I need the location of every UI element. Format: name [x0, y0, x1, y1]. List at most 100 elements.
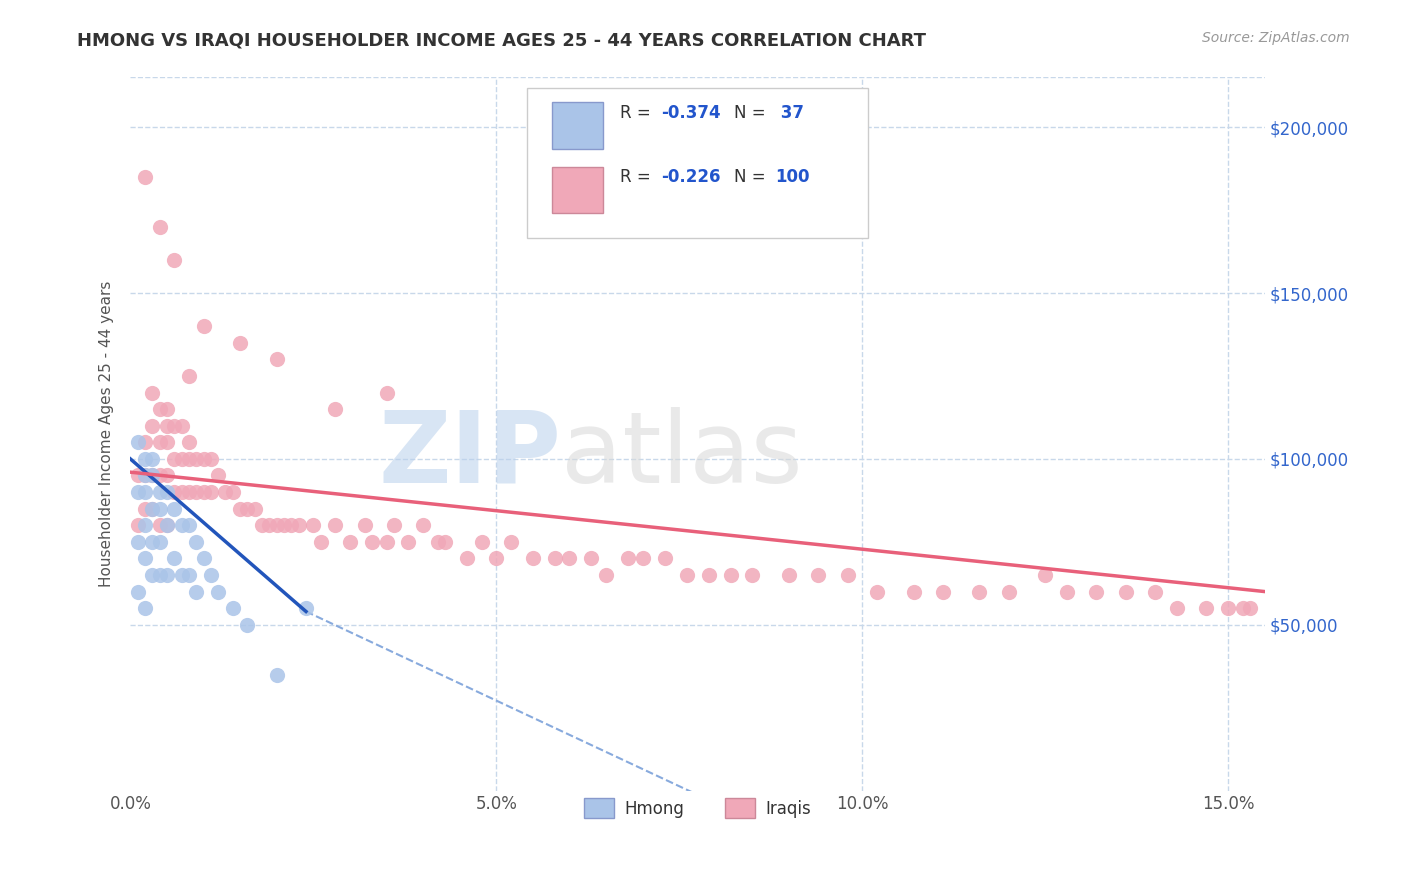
Point: [697, 568, 720, 582]
Point: [156, 468, 179, 483]
Point: [236, 617, 259, 632]
Text: N =: N =: [734, 169, 770, 186]
Point: [141, 468, 163, 483]
Legend: Hmong, Iraqis: Hmong, Iraqis: [578, 791, 818, 825]
Point: [969, 584, 991, 599]
Point: [156, 518, 179, 533]
Point: [932, 584, 955, 599]
Text: -0.226: -0.226: [661, 169, 721, 186]
FancyBboxPatch shape: [553, 103, 603, 149]
Point: [141, 501, 163, 516]
Point: [186, 584, 208, 599]
Point: [149, 518, 172, 533]
Point: [323, 518, 346, 533]
Point: [200, 451, 222, 466]
Point: [720, 568, 742, 582]
Point: [149, 468, 172, 483]
Point: [134, 451, 156, 466]
Point: [398, 534, 420, 549]
Point: [375, 534, 398, 549]
Point: [156, 402, 179, 417]
Point: [163, 451, 186, 466]
Point: [141, 468, 163, 483]
Point: [156, 485, 179, 500]
Point: [149, 534, 172, 549]
Point: [236, 501, 259, 516]
Point: [558, 551, 581, 566]
Point: [617, 551, 640, 566]
Point: [266, 667, 288, 681]
Point: [360, 534, 382, 549]
Point: [134, 485, 156, 500]
Point: [229, 501, 252, 516]
Point: [499, 534, 522, 549]
Point: [149, 435, 172, 450]
Point: [156, 418, 179, 433]
Point: [1144, 584, 1167, 599]
Point: [186, 451, 208, 466]
FancyBboxPatch shape: [527, 88, 868, 238]
Point: [127, 485, 149, 500]
Point: [177, 485, 200, 500]
Point: [193, 485, 215, 500]
Point: [675, 568, 697, 582]
Point: [200, 485, 222, 500]
Point: [141, 501, 163, 516]
Point: [412, 518, 434, 533]
Point: [309, 534, 332, 549]
Point: [631, 551, 654, 566]
Point: [229, 335, 252, 350]
Point: [434, 534, 457, 549]
Point: [1218, 601, 1240, 615]
Point: [1232, 601, 1254, 615]
Text: HMONG VS IRAQI HOUSEHOLDER INCOME AGES 25 - 44 YEARS CORRELATION CHART: HMONG VS IRAQI HOUSEHOLDER INCOME AGES 2…: [77, 31, 927, 49]
Point: [426, 534, 449, 549]
Point: [177, 368, 200, 383]
Point: [149, 219, 172, 234]
Point: [1166, 601, 1188, 615]
Point: [193, 319, 215, 334]
Point: [163, 485, 186, 500]
Point: [200, 568, 222, 582]
Point: [193, 451, 215, 466]
Point: [302, 518, 325, 533]
Point: [214, 485, 236, 500]
Point: [134, 468, 156, 483]
Point: [141, 534, 163, 549]
Point: [156, 518, 179, 533]
Point: [259, 518, 281, 533]
FancyBboxPatch shape: [553, 167, 603, 213]
Point: [222, 485, 245, 500]
Text: ZIP: ZIP: [378, 407, 561, 504]
Point: [149, 485, 172, 500]
Point: [170, 568, 193, 582]
Point: [485, 551, 508, 566]
Point: [837, 568, 859, 582]
Point: [353, 518, 375, 533]
Point: [170, 485, 193, 500]
Point: [134, 169, 156, 184]
Point: [471, 534, 494, 549]
Point: [866, 584, 889, 599]
Point: [287, 518, 309, 533]
Point: [141, 568, 163, 582]
Point: [141, 385, 163, 400]
Point: [170, 451, 193, 466]
Point: [250, 518, 273, 533]
Point: [266, 352, 288, 367]
Point: [163, 501, 186, 516]
Point: [156, 568, 179, 582]
Point: [141, 451, 163, 466]
Point: [170, 518, 193, 533]
Point: [581, 551, 603, 566]
Point: [544, 551, 567, 566]
Point: [141, 418, 163, 433]
Point: [134, 551, 156, 566]
Point: [177, 435, 200, 450]
Point: [156, 435, 179, 450]
Point: [149, 568, 172, 582]
Text: Source: ZipAtlas.com: Source: ZipAtlas.com: [1202, 31, 1350, 45]
Point: [207, 584, 229, 599]
Point: [295, 601, 318, 615]
Point: [134, 468, 156, 483]
